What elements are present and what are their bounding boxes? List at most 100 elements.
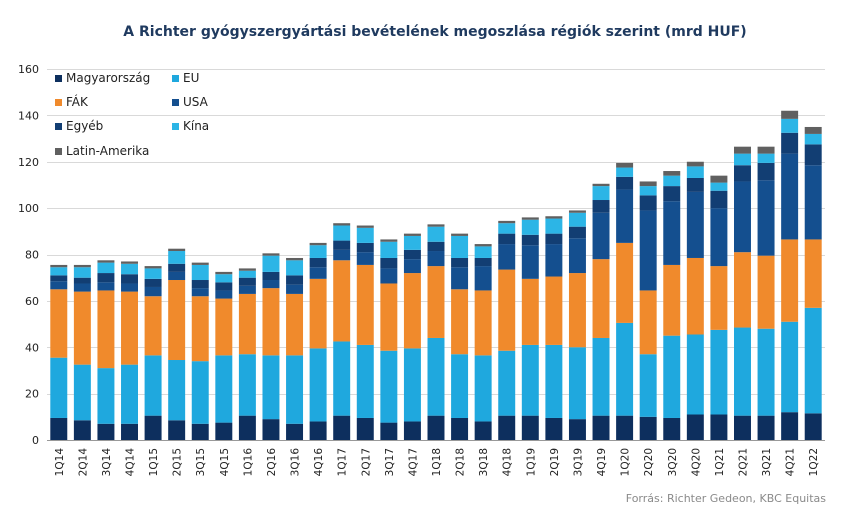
bar-segment [686, 166, 704, 178]
bar-segment [663, 264, 681, 336]
bar-segment [451, 417, 469, 440]
bar-segment [356, 252, 374, 265]
bar-segment [757, 153, 775, 163]
bar-segment [333, 341, 351, 416]
bar-segment [616, 162, 634, 168]
bar-segment [734, 146, 751, 154]
bar-segment [333, 223, 351, 226]
legend-swatch [55, 99, 62, 106]
bar-segment [286, 257, 304, 261]
bar-segment [215, 422, 233, 440]
bar-segment [286, 260, 304, 276]
bar-segment [97, 282, 115, 291]
x-tick-label: 2Q18 [455, 448, 467, 476]
bar-segment [804, 144, 822, 166]
bar-segment [568, 238, 586, 274]
bar-segment [616, 415, 634, 440]
bar-segment [568, 212, 586, 227]
bar-segment [215, 282, 233, 291]
y-tick-label: 60 [25, 295, 39, 308]
bar-segment [474, 421, 492, 440]
bar-segment [121, 261, 138, 264]
bar-segment [427, 337, 445, 416]
bar-segment [451, 267, 469, 290]
bar-segment [121, 274, 138, 284]
bar-segment [498, 233, 516, 245]
bar-segment [215, 355, 233, 423]
x-tick-label: 4Q16 [313, 448, 325, 477]
legend-swatch [172, 99, 179, 106]
bar-segment [403, 259, 421, 274]
bar-segment [734, 327, 751, 416]
bar-segment [686, 177, 704, 192]
bar-segment [403, 233, 421, 236]
bar-segment [734, 153, 751, 166]
bar-segment [521, 415, 539, 440]
bar-segment [663, 335, 681, 418]
x-tick-label: 2Q21 [738, 448, 750, 476]
bar-segment [474, 244, 492, 247]
bar-segment [616, 322, 634, 416]
bar-segment [380, 239, 398, 242]
bar-segment [545, 417, 563, 440]
x-tick-label: 1Q21 [714, 448, 726, 476]
bar-segment [781, 412, 799, 440]
bar-segment [309, 257, 327, 268]
bar-segment [498, 223, 516, 234]
bar-segment [639, 186, 657, 196]
y-tick-label: 20 [25, 388, 39, 401]
bar-segment [710, 208, 728, 267]
x-tick-label: 3Q16 [290, 448, 302, 477]
x-tick-label: 2Q15 [172, 448, 184, 476]
bar-segment [238, 268, 256, 271]
bar-segment [427, 224, 445, 227]
bar-segment [710, 414, 728, 440]
bar-segment [380, 283, 398, 351]
bar-segment [545, 216, 563, 219]
x-tick-label: 2Q17 [360, 448, 372, 476]
bar-segment [403, 249, 421, 260]
bar-segment [168, 360, 186, 421]
bar-segment [309, 348, 327, 422]
bar-series [50, 110, 822, 440]
bar-segment [97, 260, 115, 263]
bar-segment [521, 217, 539, 220]
legend-label: Kína [183, 119, 209, 133]
bar-segment [50, 357, 68, 418]
bar-segment [734, 415, 751, 440]
bar-segment [663, 201, 681, 265]
bar-segment [451, 289, 469, 355]
bar-segment [50, 417, 68, 440]
bar-segment [498, 220, 516, 224]
x-tick-label: 3Q21 [761, 448, 773, 476]
x-axis-ticks: 1Q14 2Q14 3Q14 4Q14 1Q15 2Q15 3Q15 4Q15 1Q16 2Q16… [54, 448, 820, 477]
bar-segment [781, 118, 799, 133]
bar-segment [592, 183, 610, 187]
bar-segment [616, 167, 634, 177]
x-tick-label: 4Q14 [125, 448, 137, 477]
bar-segment [451, 257, 469, 268]
bar-segment [73, 283, 91, 292]
source-note: Forrás: Richter Gedeon, KBC Equitas [626, 492, 827, 505]
bar-segment [474, 246, 492, 258]
bar-segment [144, 286, 162, 297]
bar-segment [191, 361, 209, 424]
bar-segment [757, 180, 775, 256]
bar-segment [262, 355, 280, 420]
bar-segment [686, 334, 704, 415]
bar-segment [710, 266, 728, 330]
bar-segment [498, 244, 516, 270]
bar-segment [663, 171, 681, 176]
bar-segment [144, 355, 162, 416]
bar-segment [663, 175, 681, 187]
bar-segment [403, 348, 421, 422]
bar-segment [521, 245, 539, 279]
bar-segment [191, 262, 209, 265]
bar-segment [50, 264, 68, 268]
x-tick-label: 2Q20 [643, 448, 655, 476]
bar-segment [73, 264, 91, 268]
bar-segment [545, 276, 563, 345]
bar-segment [309, 242, 327, 246]
bar-segment [121, 263, 138, 275]
x-tick-label: 3Q15 [195, 448, 207, 476]
